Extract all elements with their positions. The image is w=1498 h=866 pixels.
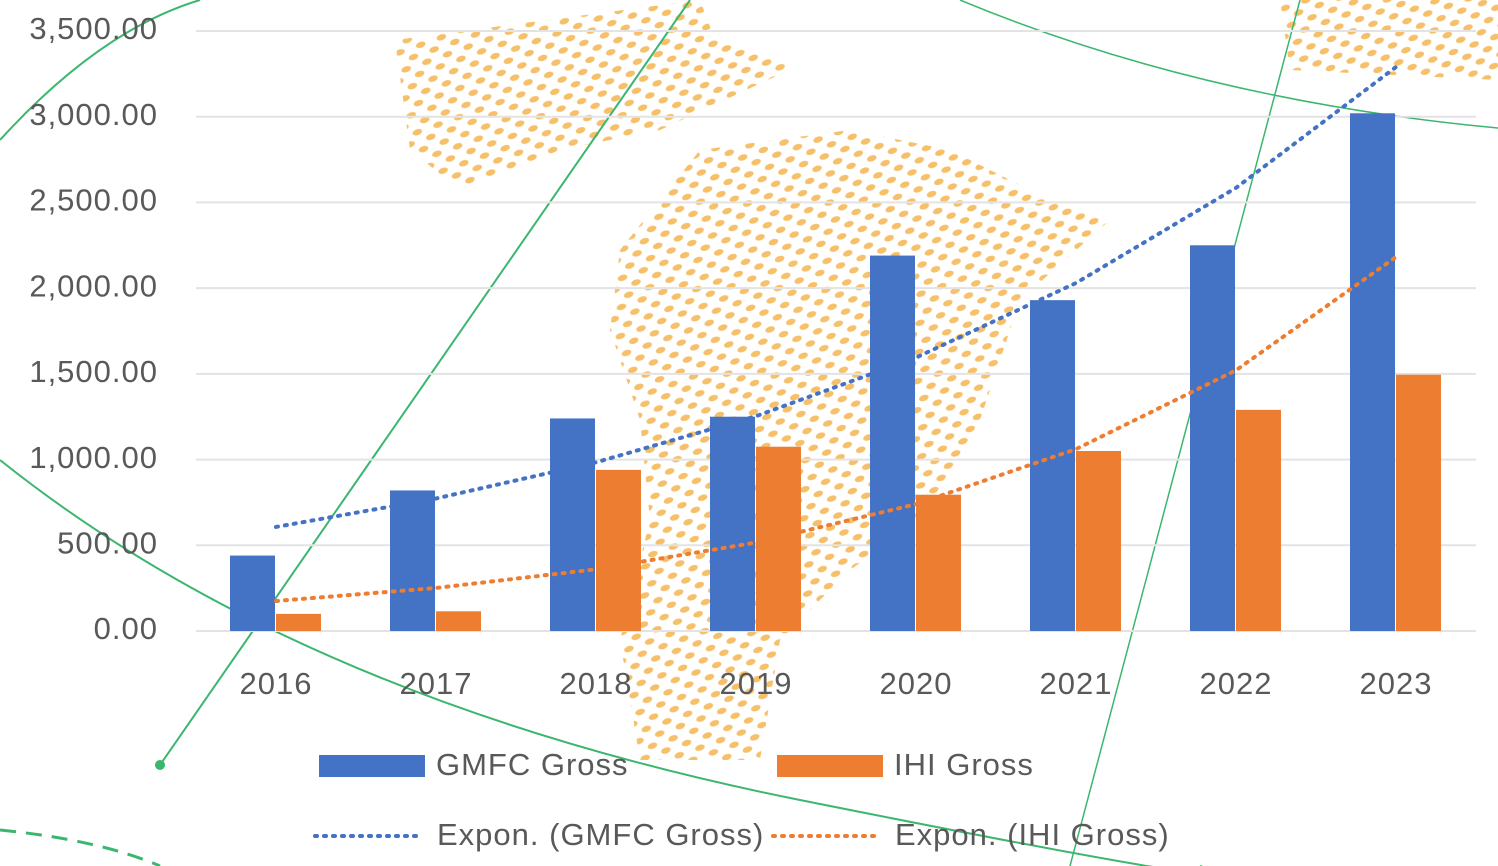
y-tick-label: 3,000.00 [29, 97, 158, 132]
y-tick-label: 1,500.00 [29, 354, 158, 389]
bar [916, 494, 961, 631]
legend-swatch [319, 755, 425, 777]
trend-line [274, 65, 1398, 529]
bar [436, 611, 481, 631]
bar [870, 255, 915, 632]
legend-label: IHI Gross [894, 747, 1034, 782]
x-tick-label: 2019 [720, 666, 793, 701]
bar [1236, 409, 1281, 631]
trend-line [274, 254, 1398, 603]
bar [710, 416, 755, 631]
y-tick-label: 0.00 [94, 611, 158, 646]
y-tick-label: 500.00 [57, 525, 158, 560]
x-tick-label: 2017 [400, 666, 473, 701]
bar [550, 418, 595, 631]
legend-label: Expon. (GMFC Gross) [437, 817, 764, 852]
legend-label: Expon. (IHI Gross) [895, 817, 1170, 852]
y-tick-label: 3,500.00 [29, 11, 158, 46]
bar [1190, 245, 1235, 632]
bar [1030, 300, 1075, 631]
y-tick-label: 1,000.00 [29, 440, 158, 475]
legend-label: GMFC Gross [436, 747, 629, 782]
bar [276, 613, 321, 631]
x-tick-label: 2020 [880, 666, 953, 701]
x-tick-label: 2021 [1040, 666, 1113, 701]
x-tick-label: 2023 [1360, 666, 1433, 701]
y-tick-label: 2,500.00 [29, 183, 158, 218]
legend-swatch [777, 755, 883, 777]
x-tick-label: 2018 [560, 666, 633, 701]
x-tick-label: 2022 [1200, 666, 1273, 701]
bar [1076, 451, 1121, 631]
bar [390, 490, 435, 631]
bar [230, 555, 275, 631]
bar [1350, 113, 1395, 632]
bar [1396, 374, 1441, 631]
y-tick-label: 2,000.00 [29, 268, 158, 303]
bar [596, 469, 641, 631]
x-tick-label: 2016 [240, 666, 313, 701]
